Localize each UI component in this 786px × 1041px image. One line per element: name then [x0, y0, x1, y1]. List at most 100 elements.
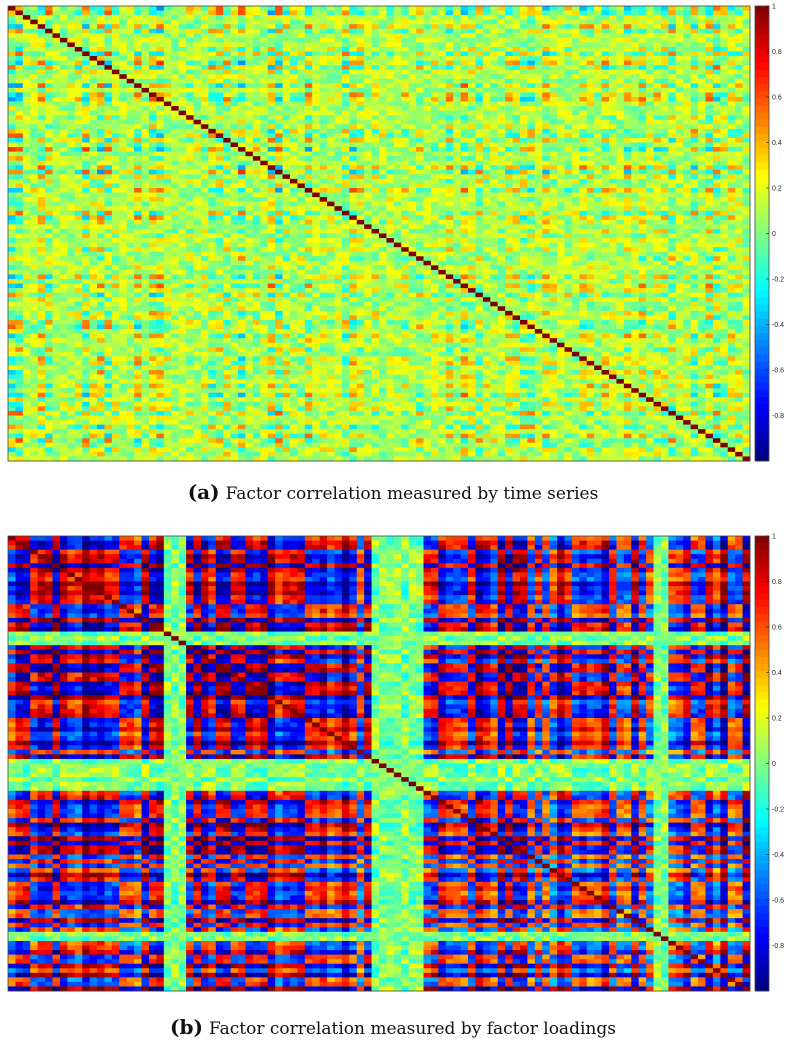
heatmap-cell — [252, 215, 261, 221]
heatmap-cell — [37, 24, 46, 30]
heatmap-cell — [720, 133, 729, 139]
heatmap-cell — [675, 210, 684, 216]
heatmap-cell — [460, 51, 469, 57]
heatmap-cell — [564, 33, 573, 39]
heatmap-cell — [30, 83, 39, 89]
heatmap-cell — [282, 142, 291, 148]
heatmap-cell — [186, 197, 194, 203]
heatmap-cell — [282, 128, 291, 134]
heatmap-cell — [742, 15, 751, 21]
heatmap-cell — [275, 183, 283, 189]
heatmap-cell — [557, 6, 565, 11]
heatmap-cell — [623, 106, 632, 112]
heatmap-cell — [163, 87, 172, 93]
heatmap-cell — [30, 65, 39, 71]
heatmap-cell — [74, 19, 83, 25]
heatmap-cell — [22, 137, 31, 143]
heatmap-cell — [586, 206, 595, 212]
heatmap-cell — [245, 142, 254, 148]
heatmap-cell — [119, 78, 128, 84]
heatmap-cell — [571, 137, 580, 143]
heatmap-cell — [82, 224, 91, 230]
heatmap-cell — [742, 156, 751, 162]
heatmap-cell — [67, 124, 76, 130]
heatmap-cell — [349, 201, 358, 207]
heatmap-cell — [141, 156, 150, 162]
heatmap-cell — [623, 6, 632, 11]
heatmap-cell — [631, 142, 640, 148]
heatmap-cell — [430, 169, 439, 175]
heatmap-cell — [705, 33, 714, 39]
heatmap-cell — [379, 65, 387, 71]
heatmap-cell — [631, 128, 640, 134]
heatmap-cell — [386, 97, 395, 102]
heatmap-cell — [401, 119, 410, 125]
heatmap-cell — [519, 215, 528, 221]
heatmap-cell — [505, 65, 513, 71]
heatmap-cell — [423, 24, 432, 30]
heatmap-cell — [705, 87, 714, 93]
heatmap-cell — [230, 192, 239, 198]
heatmap-cell — [97, 206, 105, 212]
heatmap-cell — [238, 69, 246, 75]
heatmap-cell — [356, 33, 365, 39]
heatmap-cell — [460, 28, 469, 34]
heatmap-cell — [505, 60, 513, 66]
heatmap-cell — [534, 65, 543, 71]
heatmap-cell — [490, 97, 499, 102]
heatmap-cell — [727, 192, 736, 198]
heatmap-cell — [104, 6, 113, 11]
heatmap-cell — [586, 110, 595, 116]
heatmap-cell — [230, 224, 239, 230]
heatmap-cell — [468, 106, 476, 112]
heatmap-cell — [534, 10, 543, 16]
heatmap-cell — [104, 83, 113, 89]
heatmap-cell — [171, 60, 180, 66]
heatmap-cell — [534, 224, 543, 230]
heatmap-cell — [238, 42, 246, 48]
heatmap-cell — [660, 128, 669, 134]
heatmap-cell — [468, 15, 476, 21]
heatmap-cell — [208, 74, 217, 80]
heatmap-cell — [230, 228, 239, 234]
heatmap-cell — [534, 128, 543, 134]
heatmap-cell — [720, 110, 729, 116]
heatmap-cell — [698, 228, 706, 234]
heatmap-cell — [260, 60, 269, 66]
heatmap-cell — [334, 156, 343, 162]
heatmap-cell — [171, 65, 180, 71]
heatmap-cell — [386, 210, 395, 216]
heatmap-cell — [67, 215, 76, 221]
heatmap-cell — [557, 142, 565, 148]
heatmap-cell — [15, 83, 24, 89]
heatmap-cell — [534, 215, 543, 221]
heatmap-cell — [30, 92, 39, 98]
heatmap-cell — [683, 147, 692, 152]
heatmap-cell — [698, 165, 706, 171]
heatmap-cell — [623, 192, 632, 198]
heatmap-cell — [8, 74, 16, 80]
heatmap-cell — [282, 28, 291, 34]
heatmap-cell — [89, 65, 98, 71]
heatmap-cell — [735, 65, 743, 71]
heatmap-cell — [208, 33, 217, 39]
heatmap-cell — [22, 206, 31, 212]
heatmap-cell — [601, 142, 610, 148]
heatmap-cell — [74, 24, 83, 30]
heatmap-cell — [475, 206, 484, 212]
heatmap-cell — [438, 215, 447, 221]
heatmap-cell — [646, 206, 654, 212]
heatmap-cell — [490, 124, 499, 130]
heatmap-cell — [289, 210, 298, 216]
heatmap-cell — [327, 101, 335, 107]
heatmap-cell — [660, 65, 669, 71]
heatmap-cell — [289, 178, 298, 184]
heatmap-cell — [564, 15, 573, 21]
heatmap-cell — [594, 119, 602, 125]
heatmap-cell — [705, 78, 714, 84]
heatmap-cell — [430, 119, 439, 125]
heatmap-cell — [527, 156, 536, 162]
heatmap-cell — [468, 183, 476, 189]
heatmap-cell — [371, 206, 380, 212]
heatmap-cell — [564, 37, 573, 43]
